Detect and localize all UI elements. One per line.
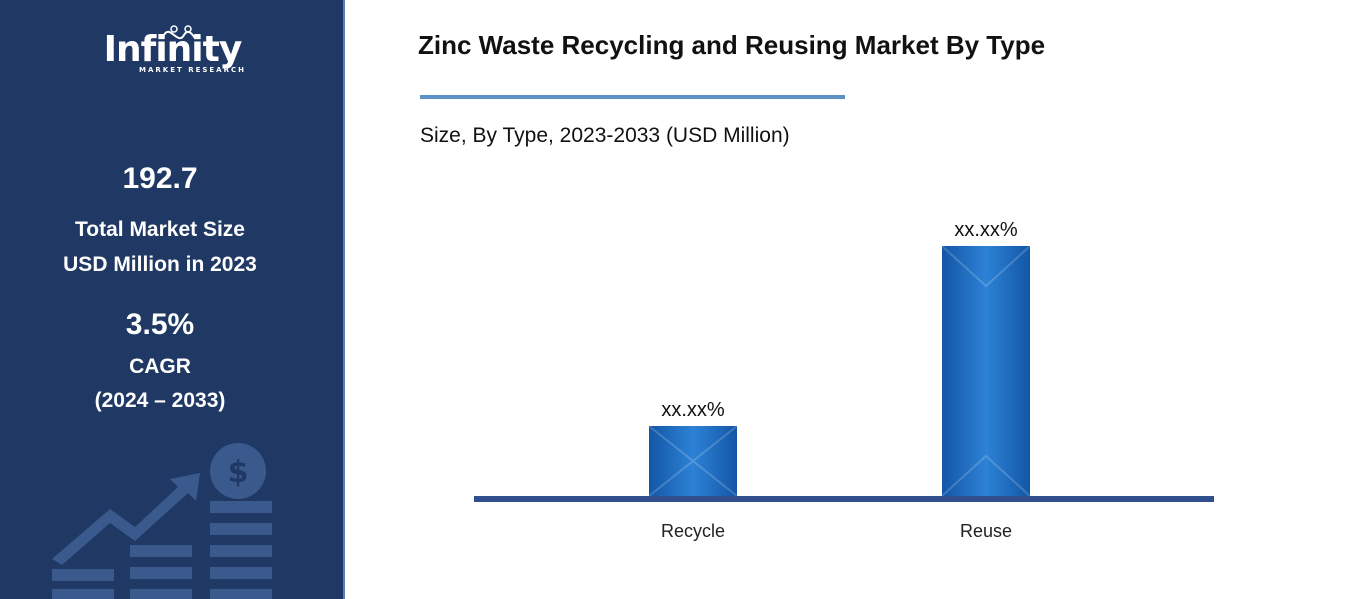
logo-wordmark: Infinity <box>103 29 243 70</box>
deco-bar <box>210 589 272 599</box>
title-rule <box>420 95 845 99</box>
deco-bar <box>210 545 272 557</box>
deco-bar <box>130 567 192 579</box>
deco-bar <box>52 589 114 599</box>
deco-bar <box>130 589 192 599</box>
logo-tagline: MARKET RESEARCH <box>139 66 246 74</box>
data-label-recycle: xx.xx% <box>661 399 725 421</box>
x-axis-line <box>474 496 1214 502</box>
chart-subtitle: Size, By Type, 2023-2033 (USD Million) <box>420 124 790 147</box>
bar-bevel <box>648 425 738 497</box>
growth-graphic: $ <box>52 443 272 599</box>
deco-bar <box>210 567 272 579</box>
market-size-label-line2: USD Million in 2023 <box>63 253 257 276</box>
bar-reuse <box>942 246 1030 496</box>
market-size-label-line1: Total Market Size <box>75 218 245 241</box>
deco-bar <box>130 545 192 557</box>
deco-bar <box>210 523 272 535</box>
dollar-coin-icon <box>210 443 266 499</box>
category-label-reuse: Reuse <box>960 521 1012 541</box>
svg-text:$: $ <box>228 455 249 490</box>
bar-bevel <box>941 245 1031 497</box>
deco-bar <box>52 569 114 581</box>
cagr-value: 3.5% <box>125 308 195 341</box>
cagr-label: CAGR <box>129 355 191 378</box>
sidebar: Infinity MARKET RESEARCH 192.7 Total Mar… <box>0 0 345 599</box>
bar-recycle <box>649 426 737 496</box>
logo: Infinity MARKET RESEARCH <box>0 25 345 74</box>
sidebar-edge <box>343 0 345 599</box>
trend-arrow-icon <box>52 473 200 565</box>
market-size-value: 192.7 <box>122 162 198 195</box>
data-label-reuse: xx.xx% <box>954 219 1018 241</box>
infinity-swirl-icon <box>163 25 196 40</box>
cagr-period: (2024 – 2033) <box>94 389 226 412</box>
deco-bar <box>210 501 272 513</box>
chart-title: Zinc Waste Recycling and Reusing Market … <box>418 30 1046 60</box>
category-label-recycle: Recycle <box>661 521 725 541</box>
